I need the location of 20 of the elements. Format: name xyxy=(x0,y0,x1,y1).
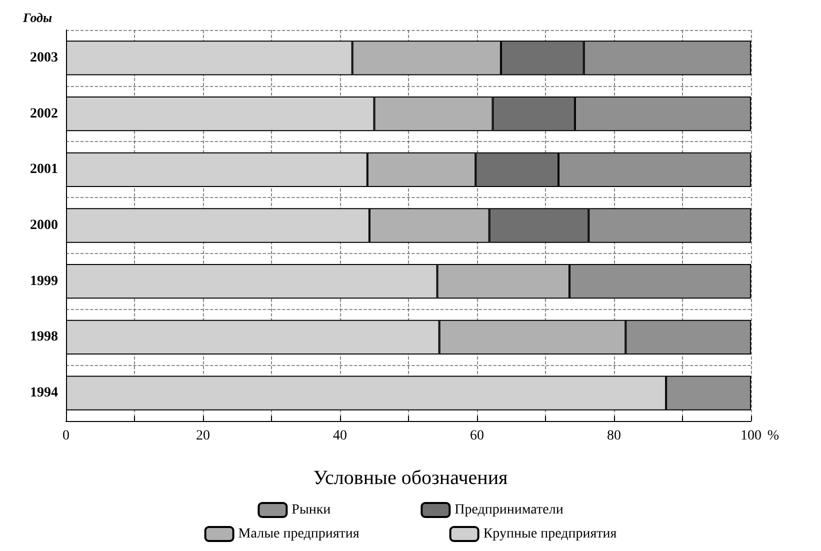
y-tick-label: 2003 xyxy=(30,50,58,66)
x-axis-title: % xyxy=(767,428,780,444)
legend-title: Условные обозначения xyxy=(313,467,508,489)
y-tick-label: 2000 xyxy=(30,218,58,233)
y-tick-label: 2002 xyxy=(30,106,58,122)
y-axis-title: Годы xyxy=(22,10,52,25)
legend-label: Крупные предприятия xyxy=(483,526,618,542)
x-tick-label: 100 xyxy=(740,428,762,444)
x-tick-label: 40 xyxy=(333,428,347,444)
x-tick-label: 0 xyxy=(62,428,70,444)
x-tick-label: 80 xyxy=(607,428,621,444)
x-tick-label: 60 xyxy=(470,428,484,444)
y-tick-label: 1994 xyxy=(30,386,58,401)
y-tick-label: 1998 xyxy=(30,330,58,345)
legend-label: Рынки xyxy=(292,502,332,518)
y-tick-label: 1999 xyxy=(30,274,58,289)
legend-label: Малые предприятия xyxy=(238,526,360,542)
x-tick-label: 20 xyxy=(196,428,210,444)
y-tick-label: 2001 xyxy=(30,162,58,178)
legend-label: Предприниматели xyxy=(454,502,564,518)
